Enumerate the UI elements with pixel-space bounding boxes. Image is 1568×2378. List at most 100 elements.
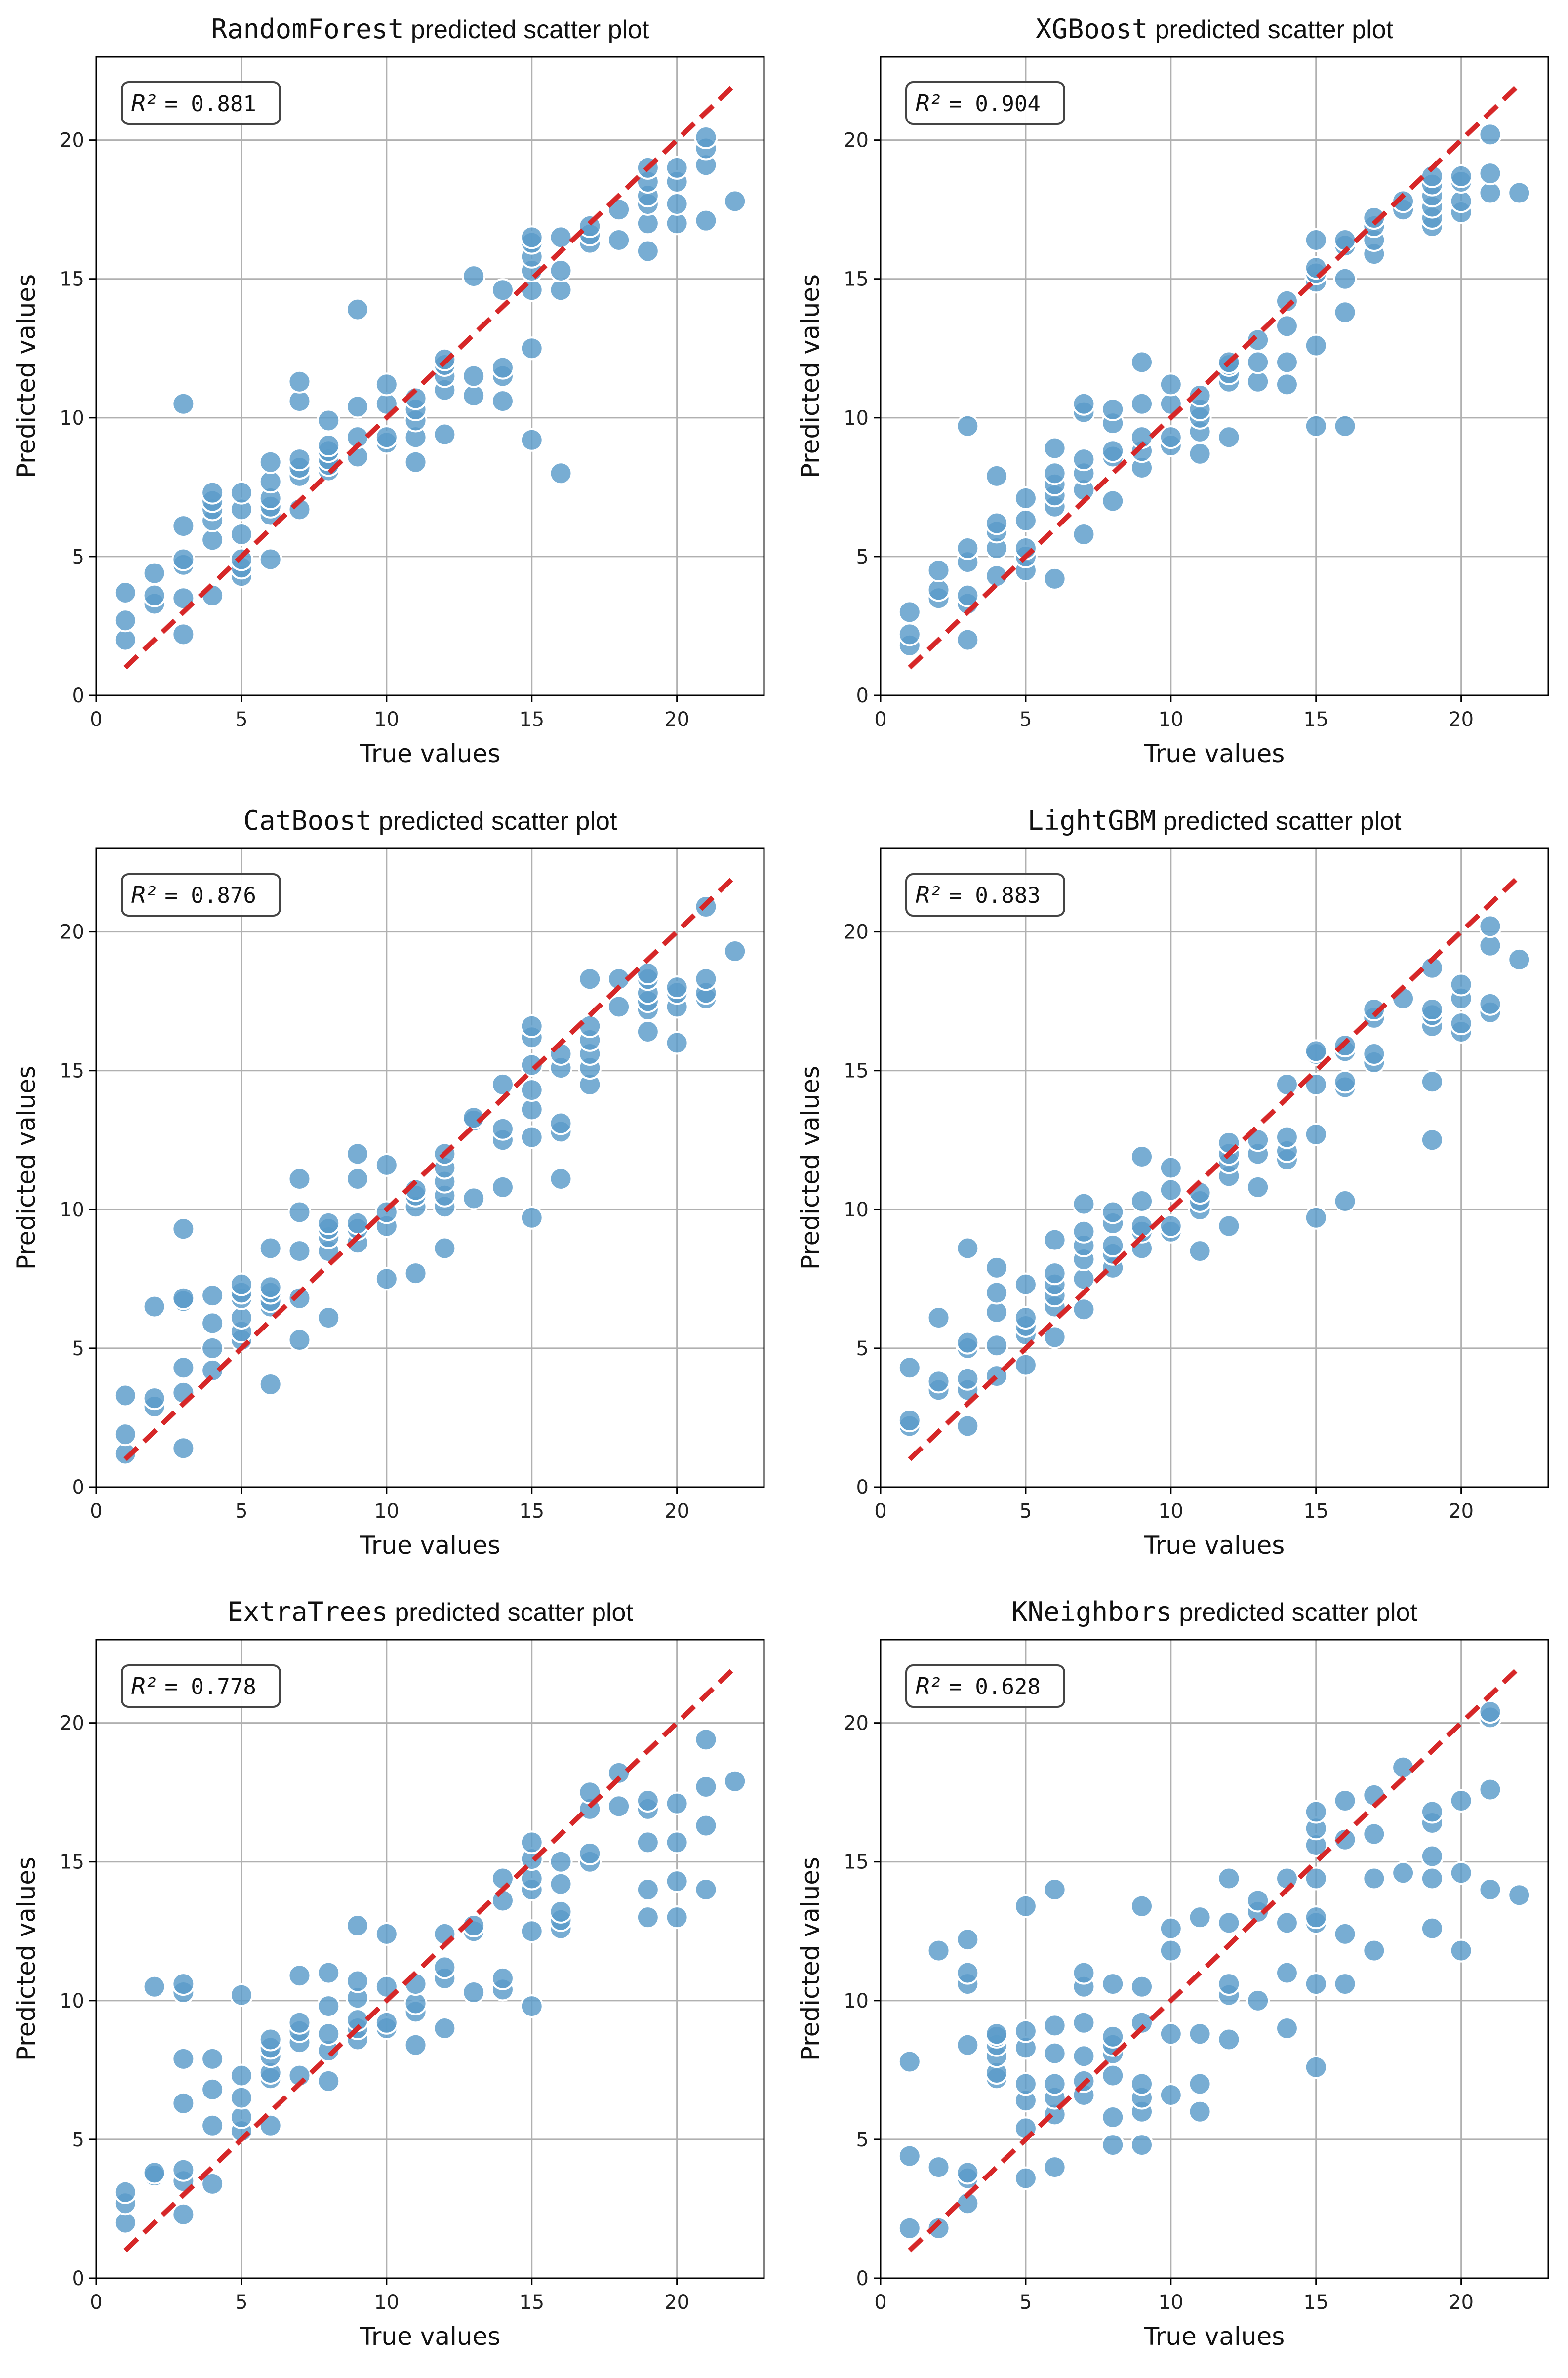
data-point bbox=[636, 961, 660, 985]
data-point bbox=[374, 1922, 399, 1946]
data-point bbox=[490, 278, 515, 302]
identity-line bbox=[908, 82, 1521, 670]
data-point bbox=[1246, 1175, 1270, 1199]
identity-line bbox=[123, 874, 737, 1461]
data-point bbox=[1043, 436, 1067, 460]
data-point bbox=[287, 447, 312, 472]
data-point bbox=[1159, 1178, 1183, 1202]
data-point bbox=[1130, 2072, 1154, 2096]
data-point bbox=[1304, 333, 1328, 358]
data-point bbox=[1217, 1866, 1241, 1891]
data-point bbox=[897, 1356, 922, 1380]
data-point bbox=[1507, 1883, 1531, 1907]
title-suffix: predicted scatter plot bbox=[379, 807, 617, 836]
data-point bbox=[1159, 372, 1183, 397]
y-tick-label: 5 bbox=[72, 1337, 84, 1360]
data-point bbox=[1333, 1070, 1357, 1094]
data-point bbox=[201, 1336, 225, 1360]
identity-line bbox=[908, 874, 1521, 1461]
data-point bbox=[1275, 350, 1299, 374]
data-point bbox=[1391, 1861, 1415, 1885]
data-point bbox=[985, 2022, 1009, 2046]
data-point bbox=[694, 208, 718, 233]
data-point bbox=[317, 434, 341, 458]
data-point bbox=[1420, 1916, 1444, 1940]
data-point bbox=[1304, 414, 1328, 438]
r2-box bbox=[905, 1664, 1065, 1708]
data-point bbox=[258, 1236, 282, 1260]
data-point bbox=[520, 1078, 544, 1102]
data-point bbox=[926, 1938, 951, 1963]
data-point bbox=[1072, 447, 1096, 472]
data-point bbox=[201, 583, 225, 607]
data-point bbox=[1159, 1938, 1183, 1963]
data-point bbox=[723, 939, 747, 964]
data-point bbox=[897, 600, 922, 624]
r2-value: = 0.628 bbox=[949, 1674, 1040, 1699]
data-point bbox=[549, 461, 573, 485]
r2-box bbox=[121, 81, 281, 125]
data-point bbox=[694, 1814, 718, 1838]
data-point bbox=[317, 2022, 341, 2046]
data-point bbox=[520, 1206, 544, 1230]
data-point bbox=[229, 481, 253, 505]
data-point bbox=[229, 2063, 253, 2088]
data-point bbox=[1217, 1130, 1241, 1155]
data-point bbox=[142, 583, 166, 607]
x-tick-label: 0 bbox=[90, 708, 102, 731]
data-point bbox=[665, 1791, 689, 1815]
data-point bbox=[1478, 1700, 1502, 1724]
data-point bbox=[520, 1053, 544, 1077]
r2-annotation: R² = 0.883 bbox=[915, 882, 1041, 908]
data-point bbox=[1130, 1975, 1154, 1999]
panel-xgboost: XGBoost predicted scatter plot 0 5 10 15 20 0 5 1… bbox=[796, 13, 1549, 768]
data-point bbox=[956, 2033, 980, 2057]
data-point bbox=[956, 1330, 980, 1355]
data-point bbox=[1362, 1938, 1386, 1963]
data-point bbox=[374, 2011, 399, 2035]
data-point bbox=[1013, 2072, 1038, 2096]
data-point bbox=[171, 514, 196, 538]
data-point bbox=[287, 369, 312, 394]
data-point bbox=[956, 414, 980, 438]
title-model-name: KNeighbors bbox=[1011, 1596, 1172, 1627]
data-point bbox=[1072, 392, 1096, 416]
data-point bbox=[520, 1014, 544, 1038]
panel-kneighbors: KNeighbors predicted scatter plot 0 5 10 15 20… bbox=[796, 1596, 1549, 2351]
data-point bbox=[1304, 256, 1328, 280]
data-point bbox=[1013, 2116, 1038, 2140]
data-point bbox=[636, 1905, 660, 1930]
x-tick-label: 15 bbox=[519, 708, 544, 731]
title-model-name: LightGBM bbox=[1028, 805, 1156, 836]
x-tick-label: 20 bbox=[664, 2291, 689, 2314]
data-point bbox=[201, 2047, 225, 2071]
data-point bbox=[926, 2155, 951, 2179]
axes-frame bbox=[95, 847, 765, 1488]
data-point bbox=[1188, 2022, 1212, 2046]
data-point bbox=[490, 1966, 515, 1990]
data-point bbox=[1101, 1233, 1125, 1257]
data-point bbox=[346, 395, 370, 419]
data-point bbox=[578, 1014, 602, 1038]
data-point bbox=[317, 2069, 341, 2093]
data-point bbox=[926, 1370, 951, 1394]
r2-value: = 0.883 bbox=[949, 883, 1040, 908]
data-point bbox=[1013, 486, 1038, 510]
r2-box bbox=[905, 873, 1065, 917]
x-tick-label: 20 bbox=[664, 1500, 689, 1523]
axes-frame bbox=[95, 56, 765, 696]
data-point bbox=[1072, 2011, 1096, 2035]
panel-extratrees: ExtraTrees predicted scatter plot 0 5 10 15 20… bbox=[12, 1596, 765, 2351]
data-point bbox=[1072, 2044, 1096, 2068]
data-point bbox=[956, 628, 980, 652]
data-point bbox=[1362, 206, 1386, 230]
data-point bbox=[665, 192, 689, 216]
identity-line bbox=[123, 1665, 737, 2253]
data-point bbox=[317, 1994, 341, 2018]
data-point bbox=[462, 264, 486, 288]
title-suffix: predicted scatter plot bbox=[395, 1598, 633, 1627]
data-point bbox=[1391, 986, 1415, 1010]
x-tick-label: 15 bbox=[1303, 1500, 1328, 1523]
data-point bbox=[287, 1200, 312, 1224]
data-point bbox=[1188, 442, 1212, 466]
